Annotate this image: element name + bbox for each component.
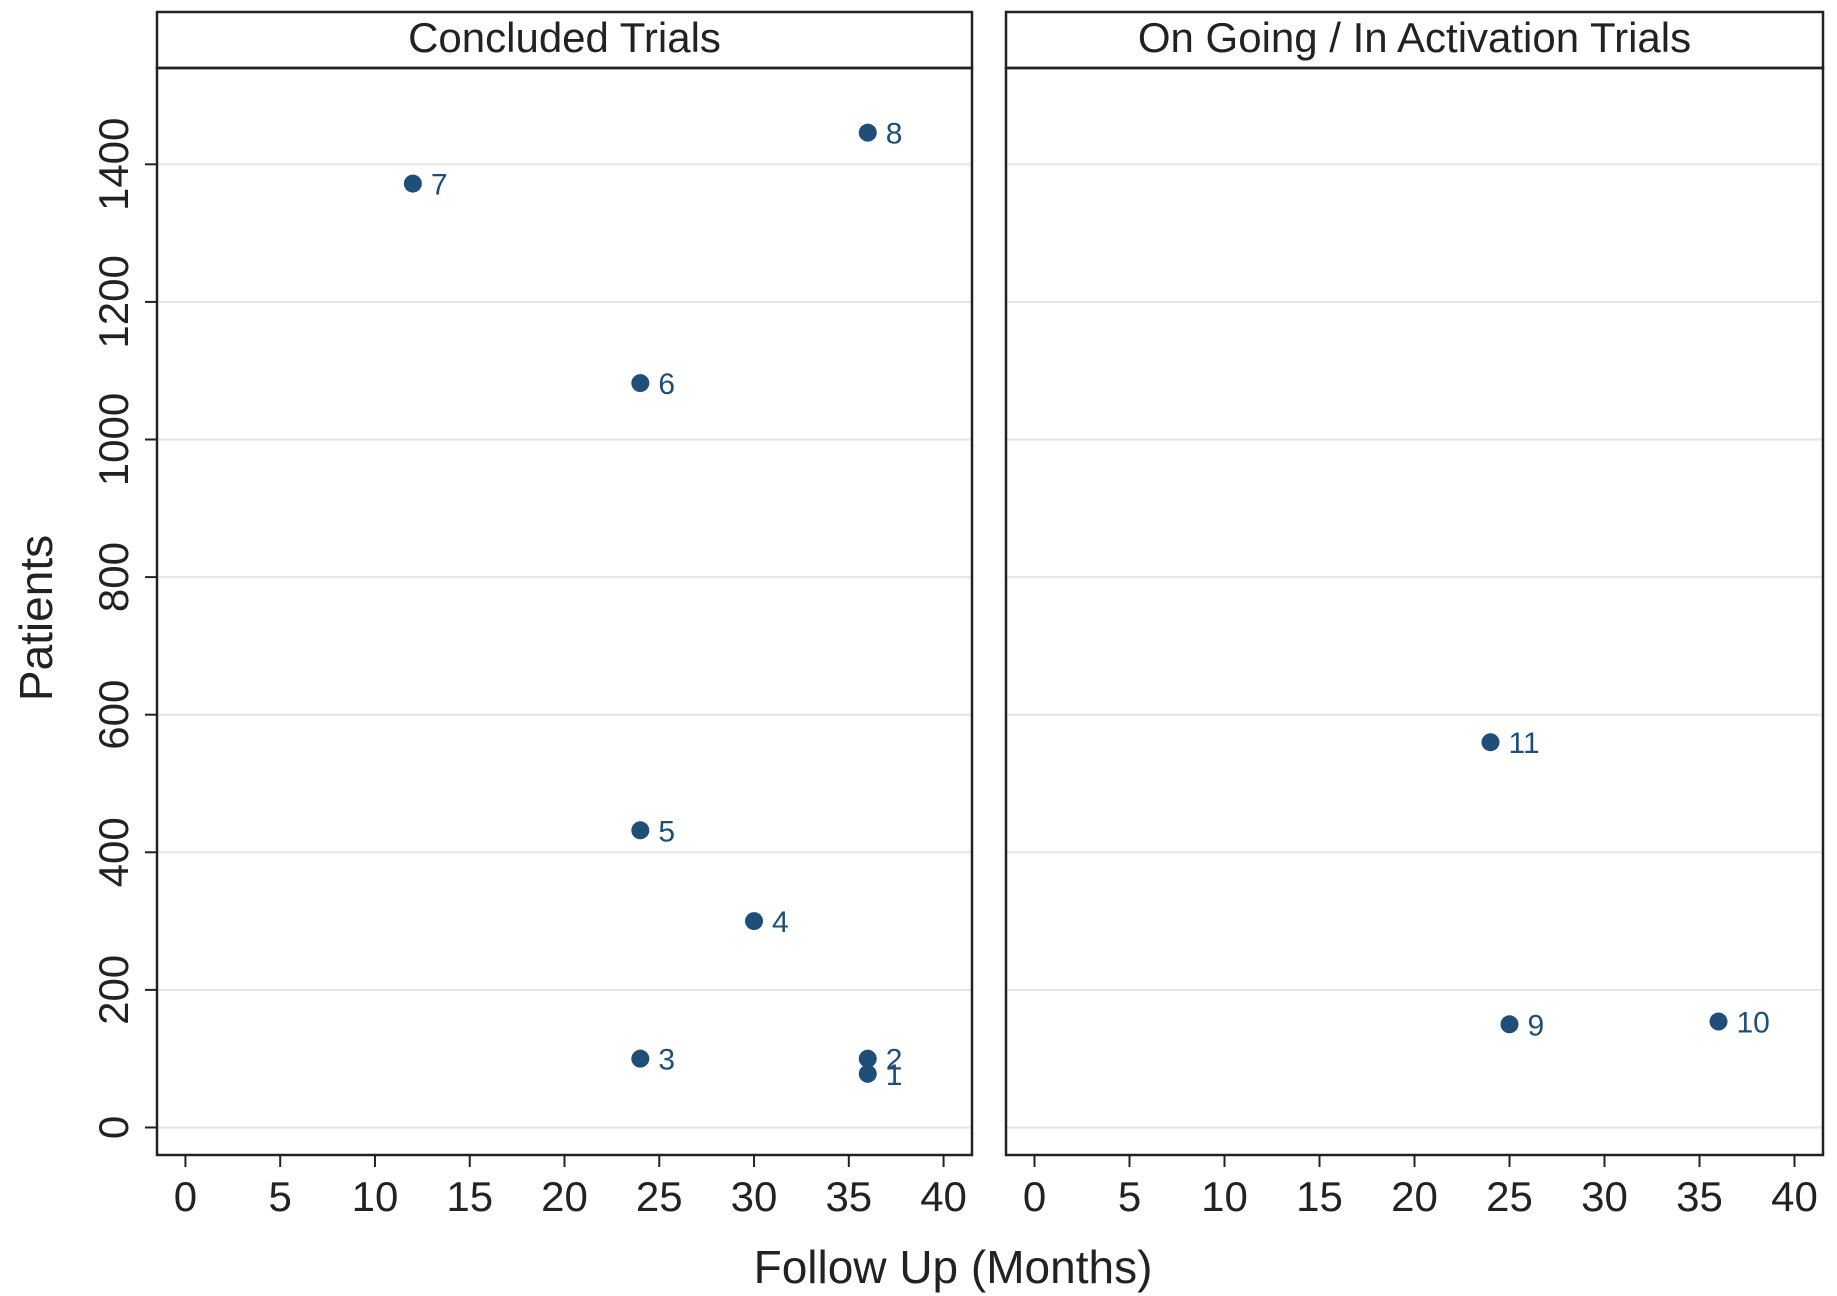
x-axis-title: Follow Up (Months) — [754, 1241, 1153, 1293]
data-point-label: 10 — [1737, 1007, 1770, 1040]
panel-1: Concluded Trials 0 5 10 15 20 25 30 35 40 12 3 4 5 6 7 8 — [155, 10, 974, 1220]
data-point — [403, 174, 422, 193]
x-axis: 0 5 10 15 20 25 30 35 40 — [174, 1155, 967, 1220]
x-tick-label: 25 — [636, 1173, 683, 1220]
x-tick-label: 0 — [174, 1173, 197, 1220]
x-tick-label: 10 — [1201, 1173, 1248, 1220]
x-tick-label: 5 — [1118, 1173, 1141, 1220]
data-point — [1481, 733, 1500, 752]
x-tick-label: 0 — [1023, 1173, 1046, 1220]
data-point — [858, 1064, 877, 1083]
x-tick-label: 35 — [825, 1173, 872, 1220]
data-point-label: 1 — [886, 1059, 903, 1092]
data-point-label: 11 — [1509, 727, 1540, 760]
y-axis-title: Patients — [10, 535, 62, 701]
y-tick-label: 600 — [90, 680, 137, 750]
panel-title: On Going / In Activation Trials — [1138, 14, 1691, 61]
data-point — [1709, 1012, 1728, 1031]
y-tick-label: 400 — [90, 817, 137, 887]
data-point-label: 3 — [658, 1044, 675, 1077]
data-point — [745, 912, 764, 931]
panel-title: Concluded Trials — [408, 14, 721, 61]
panel-frame — [155, 66, 974, 1157]
x-tick-label: 15 — [446, 1173, 493, 1220]
data-point — [1500, 1015, 1519, 1034]
x-tick-label: 40 — [1771, 1173, 1818, 1220]
x-axis: 0 5 10 15 20 25 30 35 40 — [1023, 1155, 1818, 1220]
data-point — [858, 1049, 877, 1068]
y-axis: 0 200 400 600 800 1000 1200 1400 — [90, 118, 157, 1139]
y-tick-label: 200 — [90, 955, 137, 1025]
x-tick-label: 30 — [1581, 1173, 1628, 1220]
panel-header — [155, 10, 974, 70]
panel-frame — [1004, 66, 1825, 1157]
x-tick-label: 20 — [541, 1173, 588, 1220]
panel-2: On Going / In Activation Trials 0 5 10 15 20 2… — [1004, 10, 1825, 1220]
data-point — [858, 123, 877, 142]
y-tick-label: 1400 — [90, 118, 137, 211]
data-point-label: 4 — [772, 906, 789, 939]
x-tick-label: 10 — [352, 1173, 399, 1220]
x-tick-label: 30 — [731, 1173, 778, 1220]
data-point-label: 7 — [431, 169, 448, 202]
y-tick-label: 1000 — [90, 393, 137, 486]
x-tick-label: 35 — [1676, 1173, 1723, 1220]
x-tick-label: 5 — [269, 1173, 292, 1220]
data-point-label: 5 — [658, 815, 675, 848]
grid-layer — [157, 163, 1823, 1129]
y-tick-label: 1200 — [90, 255, 137, 348]
x-tick-label: 25 — [1486, 1173, 1533, 1220]
data-point — [631, 374, 650, 393]
x-tick-label: 15 — [1296, 1173, 1343, 1220]
data-point-label: 6 — [658, 368, 675, 401]
data-point-label: 9 — [1528, 1009, 1545, 1042]
x-tick-label: 20 — [1391, 1173, 1438, 1220]
data-point — [631, 1049, 650, 1068]
x-tick-label: 40 — [920, 1173, 967, 1220]
y-tick-label: 0 — [90, 1116, 137, 1139]
data-point — [631, 821, 650, 840]
y-tick-label: 800 — [90, 542, 137, 612]
data-point-label: 8 — [886, 118, 903, 151]
data-point-label: 2 — [886, 1044, 903, 1077]
